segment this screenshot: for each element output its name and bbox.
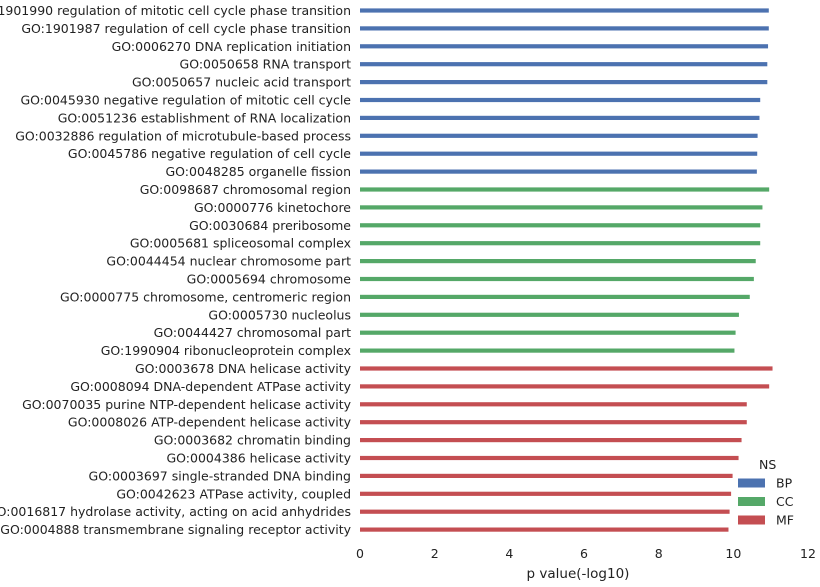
bar-go-0030684	[360, 223, 761, 228]
category-label: GO:0045786 negative regulation of cell c…	[68, 146, 351, 161]
category-label: GO:0050657 nucleic acid transport	[132, 75, 351, 90]
category-label: GO:0050658 RNA transport	[180, 57, 352, 72]
legend-entries: BP CC MF	[738, 476, 794, 528]
x-tick-label: 8	[655, 546, 663, 561]
category-label: GO:0070035 purine NTP-dependent helicase…	[22, 397, 352, 412]
bar-go-0098687	[360, 187, 770, 192]
x-tick-label: 4	[505, 546, 513, 561]
bar-go-0016817	[360, 509, 730, 514]
bar-go-0051236	[360, 115, 760, 120]
bar-go-0044454	[360, 259, 756, 264]
legend: NS BP CC MF	[738, 457, 794, 528]
x-tick-label: 0	[356, 546, 364, 561]
category-label: GO:0042623 ATPase activity, coupled	[116, 486, 351, 501]
legend-label-cc: CC	[776, 494, 794, 509]
category-label: GO:0006270 DNA replication initiation	[112, 39, 351, 54]
legend-title: NS	[759, 457, 776, 472]
bar-go-0003682	[360, 438, 742, 443]
bar-go-0000775	[360, 294, 750, 299]
category-label: GO:0003697 single-stranded DNA binding	[89, 468, 351, 483]
category-label: GO:0098687 chromosomal region	[140, 182, 351, 197]
bar-go-1990904	[360, 348, 735, 353]
bar-go-0004888	[360, 527, 729, 532]
bar-go-0005694	[360, 276, 754, 282]
bar-go-0044427	[360, 330, 736, 335]
legend-swatch-cc	[738, 497, 765, 506]
category-label: GO:1990904 ribonucleoprotein complex	[101, 343, 351, 358]
bar-go-1901987	[360, 26, 769, 31]
bar-go-0070035	[360, 402, 747, 407]
category-label: GO:0030684 preribosome	[189, 218, 351, 233]
category-label: GO:0044427 chromosomal part	[154, 325, 351, 340]
category-label: GO:0000775 chromosome, centromeric regio…	[60, 289, 351, 304]
category-label: GO:0005681 spliceosomal complex	[130, 236, 351, 251]
category-label: GO:0004888 transmembrane signaling recep…	[0, 522, 351, 537]
bar-go-0004386	[360, 455, 739, 461]
category-label: GO:0008026 ATP-dependent helicase activi…	[68, 415, 352, 430]
bar-go-0042623	[360, 491, 732, 496]
bars-layer	[360, 8, 773, 532]
category-label: GO:0008094 DNA-dependent ATPase activity	[70, 379, 351, 394]
category-label: GO:0000776 kinetochore	[194, 200, 351, 215]
bar-go-0000776	[360, 205, 763, 210]
category-label: GO:0004386 helicase activity	[166, 451, 351, 466]
bar-go-0050657	[360, 80, 768, 85]
category-labels: GO:1901990 regulation of mitotic cell cy…	[0, 3, 352, 537]
bar-go-0045786	[360, 151, 758, 156]
bar-go-0008026	[360, 420, 747, 425]
x-tick-label: 2	[431, 546, 439, 561]
bar-go-0005681	[360, 241, 761, 246]
category-label: GO:0032886 regulation of microtubule-bas…	[15, 128, 351, 143]
x-tick-label: 6	[580, 546, 588, 561]
category-label: GO:0016817 hydrolase activity, acting on…	[0, 504, 351, 519]
category-label: GO:1901990 regulation of mitotic cell cy…	[0, 3, 351, 18]
bar-go-1901990	[360, 8, 769, 13]
category-label: GO:0005730 nucleolus	[208, 307, 351, 322]
x-axis-title: p value(-log10)	[527, 566, 630, 582]
category-label: GO:0003678 DNA helicase activity	[135, 361, 352, 376]
legend-swatch-mf	[738, 515, 765, 525]
category-label: GO:0003682 chromatin binding	[154, 433, 351, 448]
bar-go-0045930	[360, 97, 761, 103]
category-label: GO:0048285 organelle fission	[166, 164, 352, 179]
category-label: GO:0045930 negative regulation of mitoti…	[21, 93, 352, 108]
bar-go-0032886	[360, 133, 758, 138]
bar-go-0003678	[360, 366, 773, 371]
category-label: GO:1901987 regulation of cell cycle phas…	[21, 21, 351, 36]
bar-go-0005730	[360, 312, 739, 317]
bar-go-0008094	[360, 384, 770, 389]
category-label: GO:0051236 establishment of RNA localiza…	[58, 110, 351, 125]
x-tick-label: 12	[800, 546, 816, 561]
bar-go-0003697	[360, 473, 733, 478]
category-label: GO:0044454 nuclear chromosome part	[106, 254, 351, 269]
x-axis-ticks: 0 2 4 6 8 10 12	[356, 546, 816, 561]
bar-go-0006270	[360, 44, 769, 49]
x-tick-label: 10	[725, 546, 741, 561]
legend-label-bp: BP	[776, 476, 793, 491]
legend-swatch-bp	[738, 478, 765, 488]
legend-label-mf: MF	[776, 513, 794, 528]
bar-go-0050658	[360, 62, 768, 67]
bar-go-0048285	[360, 169, 757, 174]
category-label: GO:0005694 chromosome	[187, 272, 352, 287]
